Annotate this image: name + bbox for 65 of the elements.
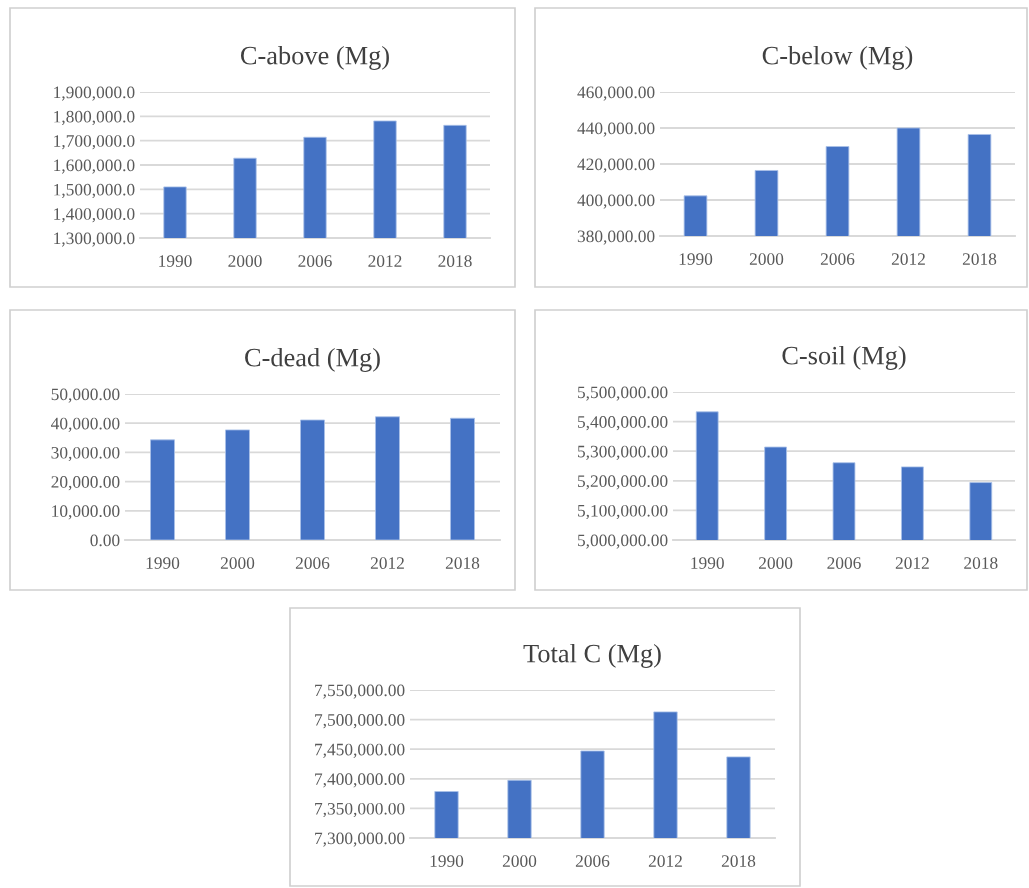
x-tick-label: 2006	[820, 253, 855, 265]
bar	[375, 416, 400, 540]
y-tick-label: 10,000.00	[52, 505, 120, 520]
y-tick-label: 1,500,000.0	[54, 183, 135, 199]
y-tick-label: 0.00	[90, 534, 120, 547]
y-tick-label: 420,000.00	[577, 158, 655, 173]
y-tick-label: 5,500,000.00	[578, 386, 668, 401]
chart-title: Total C (Mg)	[523, 643, 661, 668]
x-tick-label: 2000	[228, 255, 262, 267]
bar	[150, 439, 175, 540]
chart-title: C-dead (Mg)	[245, 347, 380, 372]
x-tick-label: 1990	[430, 855, 464, 867]
chart-title: C-above (Mg)	[240, 45, 389, 70]
y-tick-label: 1,300,000.0	[54, 232, 135, 247]
y-tick-label: 1,400,000.0	[54, 208, 135, 223]
x-tick-label: 1990	[159, 255, 192, 267]
y-tick-label: 7,300,000.00	[315, 832, 405, 847]
y-tick-label: 7,500,000.00	[315, 714, 405, 729]
y-tick-label: 30,000.00	[51, 446, 120, 462]
x-tick-label: 1990	[691, 557, 724, 569]
y-tick-label: 440,000.00	[577, 122, 655, 137]
x-tick-label: 2012	[368, 255, 402, 267]
y-tick-label: 1,600,000.0	[54, 159, 135, 174]
x-tick-label: 2006	[575, 855, 610, 867]
x-tick-label: 2018	[962, 253, 997, 265]
bar	[450, 417, 475, 540]
y-tick-label: 400,000.00	[577, 194, 655, 209]
x-tick-label: 2000	[220, 557, 255, 569]
x-tick-label: 2006	[827, 557, 861, 569]
y-tick-label: 5,300,000.00	[578, 445, 668, 460]
chart-title: C-below (Mg)	[762, 45, 913, 70]
x-tick-label: 2018	[438, 255, 472, 267]
y-tick-label: 50,000.00	[51, 388, 120, 403]
y-tick-label: 7,450,000.00	[315, 743, 405, 758]
x-tick-label: 2018	[964, 557, 998, 569]
y-tick-label: 1,900,000.0	[54, 86, 135, 101]
y-tick-label: 5,400,000.00	[578, 416, 668, 431]
x-tick-label: 2012	[370, 557, 404, 569]
x-tick-label: 2000	[759, 557, 793, 569]
y-tick-label: 460,000.00	[577, 86, 655, 101]
x-tick-label: 2018	[445, 557, 480, 569]
y-tick-label: 1,700,000.0	[54, 135, 135, 150]
y-tick-label: 5,200,000.00	[578, 475, 668, 490]
x-tick-label: 2000	[749, 253, 784, 265]
bar	[300, 419, 325, 540]
y-tick-label: 40,000.00	[51, 417, 120, 432]
x-tick-label: 2000	[502, 855, 537, 867]
y-tick-label: 7,550,000.00	[315, 684, 405, 699]
x-tick-label: 1990	[146, 557, 180, 569]
y-tick-label: 7,350,000.00	[315, 802, 405, 818]
bar	[225, 429, 250, 540]
x-tick-label: 2018	[721, 855, 756, 867]
x-tick-label: 2006	[298, 255, 332, 267]
y-tick-label: 7,400,000.00	[315, 773, 405, 788]
x-tick-label: 2006	[295, 557, 330, 569]
x-tick-label: 1990	[679, 253, 713, 265]
y-tick-label: 380,000.00	[577, 230, 655, 245]
y-tick-label: 20,000.00	[51, 476, 120, 491]
chart-title: C-soil (Mg)	[782, 345, 906, 370]
x-tick-label: 2012	[648, 855, 682, 867]
y-tick-label: 5,100,000.00	[578, 504, 668, 520]
x-tick-label: 2012	[895, 557, 929, 569]
y-tick-label: 5,000,000.00	[578, 534, 668, 549]
y-tick-label: 1,800,000.0	[54, 110, 135, 126]
x-tick-label: 2012	[891, 253, 925, 265]
